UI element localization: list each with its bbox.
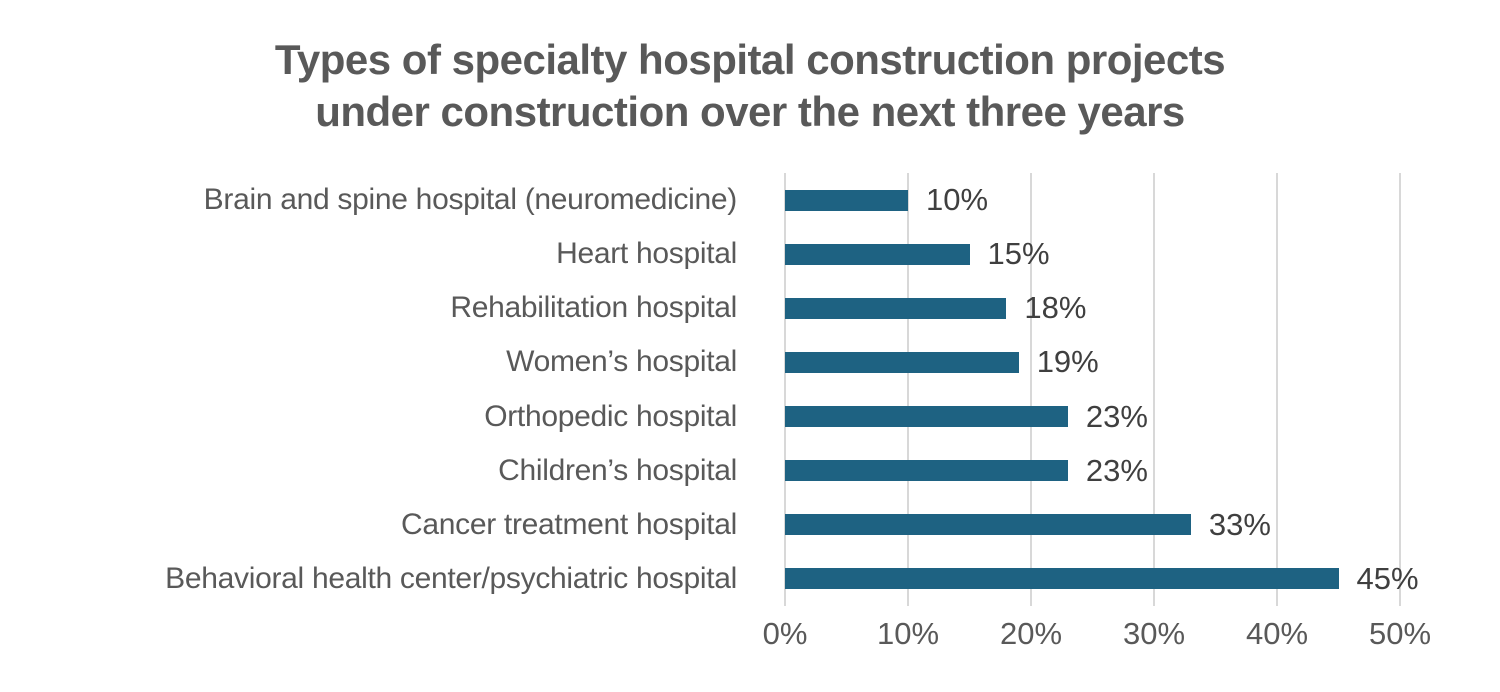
x-tick-label: 50%: [1368, 616, 1432, 651]
gridline: [1153, 173, 1155, 606]
bar: [785, 297, 1007, 319]
gridline: [907, 173, 909, 606]
bar: [785, 351, 1019, 373]
bar: [785, 243, 970, 265]
bar: [785, 514, 1191, 536]
value-label: 19%: [1036, 344, 1099, 380]
category-label: Behavioral health center/psychiatric hos…: [165, 561, 737, 595]
category-label: Heart hospital: [556, 237, 737, 271]
category-label: Children’s hospital: [498, 453, 737, 487]
gridline: [784, 173, 786, 606]
x-tick-label: 0%: [762, 616, 808, 651]
chart-title: Types of specialty hospital construction…: [0, 34, 1500, 138]
chart-title-line-2: under construction over the next three y…: [315, 88, 1185, 135]
category-label: Orthopedic hospital: [484, 399, 737, 433]
bar: [785, 460, 1068, 482]
x-tick-label: 40%: [1245, 616, 1309, 651]
value-label: 23%: [1085, 398, 1148, 434]
bar: [785, 189, 908, 211]
value-label: 10%: [926, 182, 989, 217]
category-label: Brain and spine hospital (neuromedicine): [203, 183, 738, 216]
gridline: [1399, 173, 1401, 606]
bar: [785, 568, 1339, 590]
value-label: 23%: [1085, 452, 1148, 488]
category-label: Cancer treatment hospital: [400, 507, 737, 541]
value-label: 45%: [1356, 560, 1419, 596]
gridline: [1276, 173, 1278, 606]
value-label: 18%: [1024, 290, 1087, 326]
value-label: 33%: [1208, 506, 1271, 542]
category-label: Rehabilitation hospital: [450, 291, 737, 325]
value-label: 15%: [987, 236, 1050, 272]
x-tick-label: 20%: [999, 616, 1063, 651]
x-tick-label: 10%: [876, 616, 940, 651]
chart-title-line-1: Types of specialty hospital construction…: [274, 36, 1226, 83]
category-label: Women’s hospital: [506, 345, 737, 379]
x-tick-label: 30%: [1122, 616, 1186, 651]
bar: [785, 406, 1068, 428]
gridline: [1030, 173, 1032, 606]
